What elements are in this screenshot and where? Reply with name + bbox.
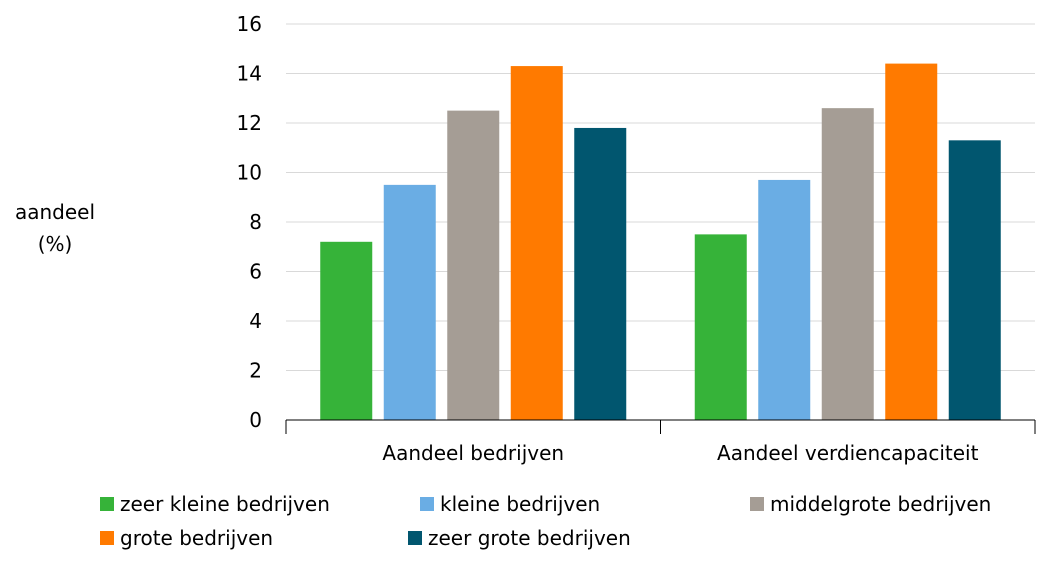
legend-swatch: [408, 531, 422, 545]
bar: [320, 241, 373, 420]
bar: [821, 108, 874, 421]
legend-label: zeer kleine bedrijven: [120, 492, 330, 516]
legend-item-zeer-grote: zeer grote bedrijven: [408, 526, 631, 550]
legend-label: middelgrote bedrijven: [770, 492, 992, 516]
legend-item-middelgrote: middelgrote bedrijven: [750, 492, 991, 516]
bar: [447, 110, 500, 420]
y-tick-label: 16: [237, 12, 262, 36]
legend-swatch: [420, 497, 434, 511]
legend-swatch: [100, 497, 114, 511]
legend-item-kleine: kleine bedrijven: [420, 492, 600, 516]
y-tick-label: 12: [237, 111, 262, 135]
y-axis-title-line1: aandeel: [14, 200, 96, 224]
bar: [574, 127, 627, 420]
y-tick-label: 2: [249, 359, 262, 383]
bar: [694, 234, 747, 420]
y-tick-label: 6: [249, 260, 262, 284]
y-tick-label: 8: [249, 210, 262, 234]
x-tick-label: Aandeel bedrijven: [382, 441, 564, 465]
bar: [383, 184, 436, 420]
y-axis-ticks: 0 2 4 6 8 10 12 14 16: [237, 12, 262, 432]
y-axis-title-line2: (%): [37, 232, 73, 256]
legend-item-grote: grote bedrijven: [100, 526, 273, 550]
bar-chart: 0 2 4 6 8 10 12 14 16 Aandeel bedrijven Aandeel v…: [237, 12, 1036, 465]
bar: [510, 66, 563, 420]
legend-swatch: [750, 497, 764, 511]
legend-swatch: [100, 531, 114, 545]
legend-label: zeer grote bedrijven: [428, 526, 631, 550]
legend-label: grote bedrijven: [120, 526, 274, 550]
x-tick-label: Aandeel verdiencapaciteit: [717, 441, 979, 465]
y-axis-title: aandeel (%): [0, 196, 110, 260]
legend: zeer kleine bedrijven kleine bedrijven m…: [100, 492, 1045, 562]
legend-label: kleine bedrijven: [440, 492, 601, 516]
bars: [320, 63, 1001, 421]
bar: [758, 179, 811, 420]
y-tick-label: 14: [237, 62, 262, 86]
y-tick-label: 0: [249, 408, 262, 432]
legend-item-zeer-kleine: zeer kleine bedrijven: [100, 492, 330, 516]
bar: [885, 63, 938, 420]
x-axis: Aandeel bedrijven Aandeel verdiencapacite…: [285, 419, 1036, 465]
bar: [948, 140, 1001, 420]
y-tick-label: 10: [237, 161, 262, 185]
y-tick-label: 4: [249, 309, 262, 333]
